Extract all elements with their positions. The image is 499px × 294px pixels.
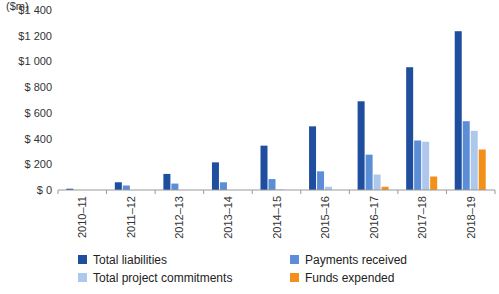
bar bbox=[463, 121, 470, 190]
bar bbox=[212, 162, 219, 190]
bar bbox=[220, 182, 227, 190]
y-tick-label: $1 000 bbox=[18, 55, 52, 67]
x-tick bbox=[106, 190, 107, 194]
bar bbox=[269, 179, 276, 190]
bar bbox=[374, 175, 381, 190]
legend-swatch bbox=[290, 255, 299, 264]
bar bbox=[422, 142, 429, 190]
bar bbox=[406, 67, 413, 190]
bar bbox=[358, 101, 365, 190]
x-tick bbox=[155, 190, 156, 194]
legend-label: Total project commitments bbox=[93, 271, 232, 285]
bar bbox=[366, 155, 373, 190]
x-tick bbox=[58, 190, 59, 194]
y-tick-label: $ 400 bbox=[24, 133, 52, 145]
x-tick-label: 2014–15 bbox=[271, 196, 283, 239]
x-tick-label: 2013–14 bbox=[222, 196, 234, 239]
bar bbox=[455, 31, 462, 190]
bar bbox=[430, 177, 437, 191]
x-tick bbox=[203, 190, 204, 194]
y-tick-label: $1 400 bbox=[18, 4, 52, 16]
bars bbox=[66, 31, 485, 190]
bar bbox=[163, 174, 170, 190]
bar bbox=[123, 186, 130, 191]
legend-label: Total liabilities bbox=[93, 253, 167, 267]
x-tick-label: 2017–18 bbox=[416, 196, 428, 239]
x-tick-label: 2010–11 bbox=[76, 196, 88, 238]
x-tick-label: 2012–13 bbox=[173, 196, 185, 239]
y-tick-label: $ 200 bbox=[24, 158, 52, 170]
y-tick-label: $1 200 bbox=[18, 30, 52, 42]
legend-swatch bbox=[78, 273, 87, 282]
legend-label: Payments received bbox=[305, 253, 407, 267]
x-tick-label: 2015–16 bbox=[319, 196, 331, 239]
x-tick bbox=[495, 190, 496, 194]
bar bbox=[171, 184, 178, 190]
y-tick-label: $ 800 bbox=[24, 81, 52, 93]
x-tick bbox=[446, 190, 447, 194]
x-tick-label: 2016–17 bbox=[368, 196, 380, 239]
x-tick-label: 2011–12 bbox=[125, 196, 137, 238]
y-tick-label: $ 0 bbox=[37, 184, 52, 196]
chart: ($m)$ 0$ 200$ 400$ 600$ 800$1 000$1 200$… bbox=[0, 0, 499, 294]
bar bbox=[317, 171, 324, 190]
x-tick-label: 2018–19 bbox=[465, 196, 477, 239]
bar bbox=[115, 182, 122, 190]
legend-swatch bbox=[290, 273, 299, 282]
y-tick-label: $ 600 bbox=[24, 107, 52, 119]
x-axis-line bbox=[58, 190, 495, 191]
x-tick bbox=[397, 190, 398, 194]
bar bbox=[309, 126, 316, 190]
bar bbox=[471, 131, 478, 190]
x-tick bbox=[252, 190, 253, 194]
legend-label: Funds expended bbox=[305, 271, 394, 285]
legend-swatch bbox=[78, 255, 87, 264]
x-tick bbox=[300, 190, 301, 194]
x-tick bbox=[349, 190, 350, 194]
bar bbox=[261, 146, 268, 190]
bar bbox=[414, 141, 421, 191]
bar bbox=[479, 150, 486, 191]
